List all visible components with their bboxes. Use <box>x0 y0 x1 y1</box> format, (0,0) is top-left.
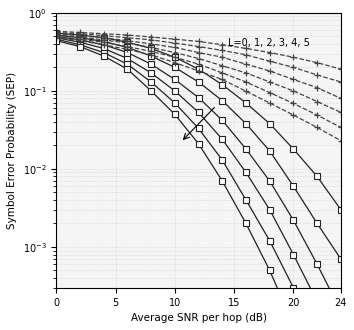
Y-axis label: Symbol Error Probability (SEP): Symbol Error Probability (SEP) <box>7 72 17 229</box>
X-axis label: Average SNR per hop (dB): Average SNR per hop (dB) <box>131 313 267 323</box>
Text: L=0, 1, 2, 3, 4, 5: L=0, 1, 2, 3, 4, 5 <box>228 38 310 48</box>
